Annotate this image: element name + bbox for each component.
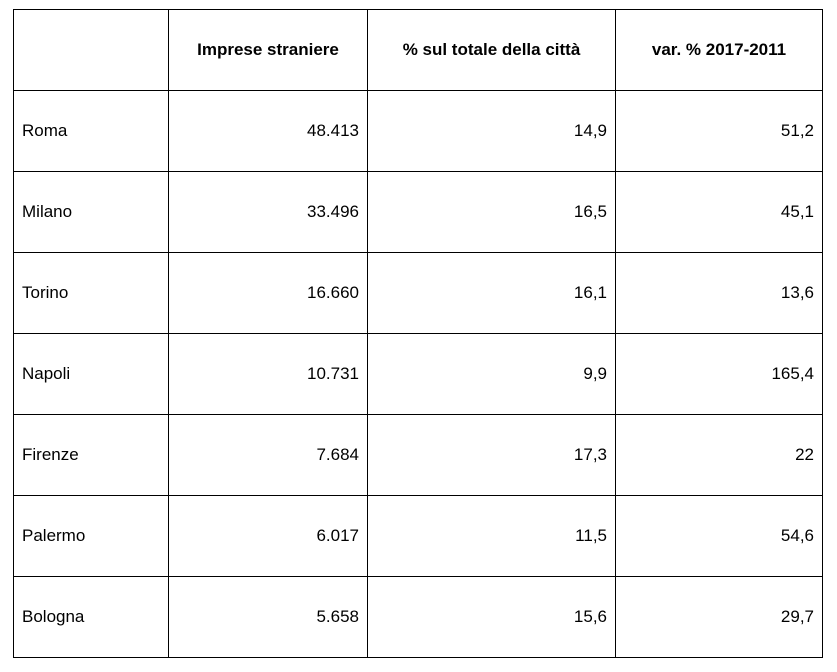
data-table: Imprese straniere % sul totale della cit… (13, 9, 823, 658)
value-cell: 165,4 (615, 333, 823, 415)
value-cell: 13,6 (615, 252, 823, 334)
value-cell: 15,6 (367, 576, 616, 658)
table-header: Imprese straniere % sul totale della cit… (13, 9, 823, 91)
table-body: Roma 48.413 14,9 51,2 Milano 33.496 16,5 45,1 To… (13, 90, 823, 658)
table-row: Roma 48.413 14,9 51,2 (13, 90, 823, 172)
value-cell: 48.413 (168, 90, 368, 172)
city-cell: Napoli (13, 333, 169, 415)
city-cell: Bologna (13, 576, 169, 658)
table-row: Milano 33.496 16,5 45,1 (13, 171, 823, 253)
header-empty-cell (13, 9, 169, 91)
table-row: Napoli 10.731 9,9 165,4 (13, 333, 823, 415)
city-cell: Roma (13, 90, 169, 172)
value-cell: 5.658 (168, 576, 368, 658)
value-cell: 22 (615, 414, 823, 496)
value-cell: 6.017 (168, 495, 368, 577)
value-cell: 14,9 (367, 90, 616, 172)
table-row: Palermo 6.017 11,5 54,6 (13, 495, 823, 577)
value-cell: 9,9 (367, 333, 616, 415)
table-row: Torino 16.660 16,1 13,6 (13, 252, 823, 334)
value-cell: 17,3 (367, 414, 616, 496)
value-cell: 51,2 (615, 90, 823, 172)
header-cell: var. % 2017-2011 (615, 9, 823, 91)
value-cell: 45,1 (615, 171, 823, 253)
header-cell: Imprese straniere (168, 9, 368, 91)
value-cell: 29,7 (615, 576, 823, 658)
value-cell: 7.684 (168, 414, 368, 496)
city-cell: Palermo (13, 495, 169, 577)
header-cell: % sul totale della città (367, 9, 616, 91)
value-cell: 16.660 (168, 252, 368, 334)
city-cell: Milano (13, 171, 169, 253)
city-cell: Firenze (13, 414, 169, 496)
value-cell: 11,5 (367, 495, 616, 577)
city-cell: Torino (13, 252, 169, 334)
value-cell: 10.731 (168, 333, 368, 415)
value-cell: 16,5 (367, 171, 616, 253)
header-row: Imprese straniere % sul totale della cit… (13, 9, 823, 91)
value-cell: 33.496 (168, 171, 368, 253)
table-row: Bologna 5.658 15,6 29,7 (13, 576, 823, 658)
value-cell: 16,1 (367, 252, 616, 334)
table-row: Firenze 7.684 17,3 22 (13, 414, 823, 496)
value-cell: 54,6 (615, 495, 823, 577)
